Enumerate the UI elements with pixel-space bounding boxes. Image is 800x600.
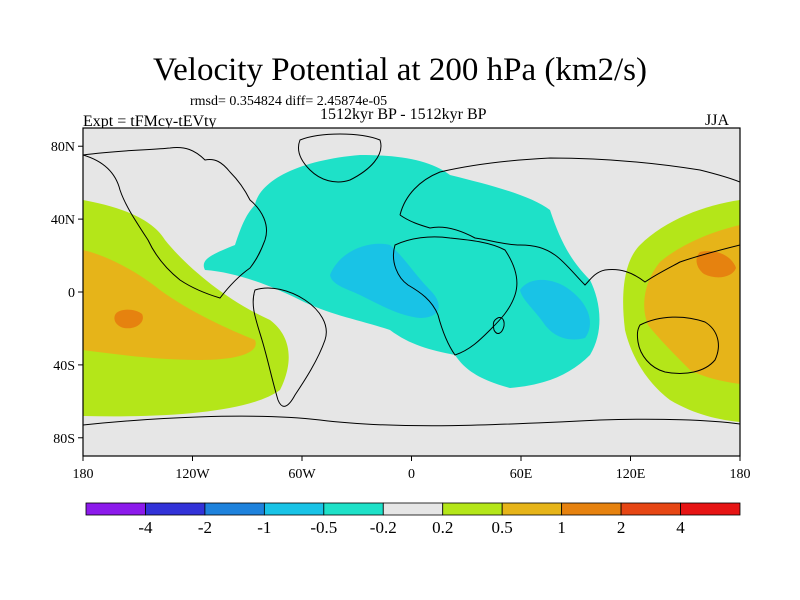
colorbar-label: -4 <box>138 518 153 537</box>
colorbar-label: -1 <box>257 518 272 537</box>
experiment-label: Expt = tFMcy-tEVty <box>83 113 217 130</box>
contour-eastern-positive-high <box>696 250 736 278</box>
colorbar-swatch <box>145 502 206 516</box>
y-tick-label: 40S <box>53 359 75 374</box>
colorbar-swatch <box>323 502 384 516</box>
season-label: JJA <box>705 112 730 129</box>
map-panel <box>83 128 740 456</box>
coastline-australia <box>636 316 719 374</box>
x-tick-label: 0 <box>408 467 415 482</box>
y-tick-label: 80S <box>53 432 75 447</box>
colorbar-swatch <box>382 502 444 516</box>
coastline-africa <box>393 236 518 356</box>
coastline-antarctica <box>83 415 740 427</box>
coastline-south-america <box>252 287 327 407</box>
x-tick-label: 120W <box>175 467 210 482</box>
colorbar-label: -0.2 <box>369 518 397 537</box>
coastline-north-america <box>83 147 267 299</box>
contour-pacific-positive-mid <box>83 250 256 360</box>
x-tick-label: 60W <box>288 467 316 482</box>
period-label: 1512kyr BP - 1512kyr BP <box>320 106 487 123</box>
stats-label: rmsd= 0.354824 diff= 2.45874e-05 <box>190 94 388 109</box>
x-tick-label: 120E <box>616 467 646 482</box>
x-tick-label: 180 <box>73 467 94 482</box>
colorbar-label: 4 <box>676 518 685 537</box>
plot-title: Velocity Potential at 200 hPa (km2/s) <box>152 52 648 88</box>
contour-negative-mid-2 <box>520 279 590 340</box>
coastline-madagascar <box>492 317 505 334</box>
colorbar-swatch <box>204 502 265 516</box>
colorbar-label: -0.5 <box>310 518 338 537</box>
y-tick-label: 0 <box>68 286 75 301</box>
colorbar <box>85 502 741 516</box>
colorbar-swatch <box>561 502 622 516</box>
colorbar-label: 0.2 <box>432 518 454 537</box>
contour-negative-mid <box>330 243 439 318</box>
colorbar-swatch <box>85 502 146 516</box>
colorbar-swatch <box>263 502 325 516</box>
y-tick-label: 40N <box>51 213 75 228</box>
contour-pacific-positive-high <box>114 309 143 329</box>
colorbar-label: 1 <box>557 518 566 537</box>
x-tick-label: 60E <box>510 467 533 482</box>
coastline-greenland <box>297 133 382 183</box>
coastline-eurasia <box>399 157 740 286</box>
colorbar-swatch <box>442 502 503 516</box>
x-tick-label: 180 <box>730 467 751 482</box>
y-tick-label: 80N <box>51 140 75 155</box>
colorbar-label: 0.5 <box>491 518 513 537</box>
colorbar-label: -2 <box>197 518 212 537</box>
colorbar-swatch <box>620 502 681 516</box>
colorbar-label: 2 <box>616 518 626 537</box>
colorbar-swatch <box>501 502 563 516</box>
map-axes: 80N 40N 0 40S 80S 180 120W 60W 0 60E 120E 180 <box>51 140 751 482</box>
contour-fill-layer <box>83 155 740 422</box>
colorbar-swatch <box>680 502 741 516</box>
coastlines <box>83 133 740 427</box>
